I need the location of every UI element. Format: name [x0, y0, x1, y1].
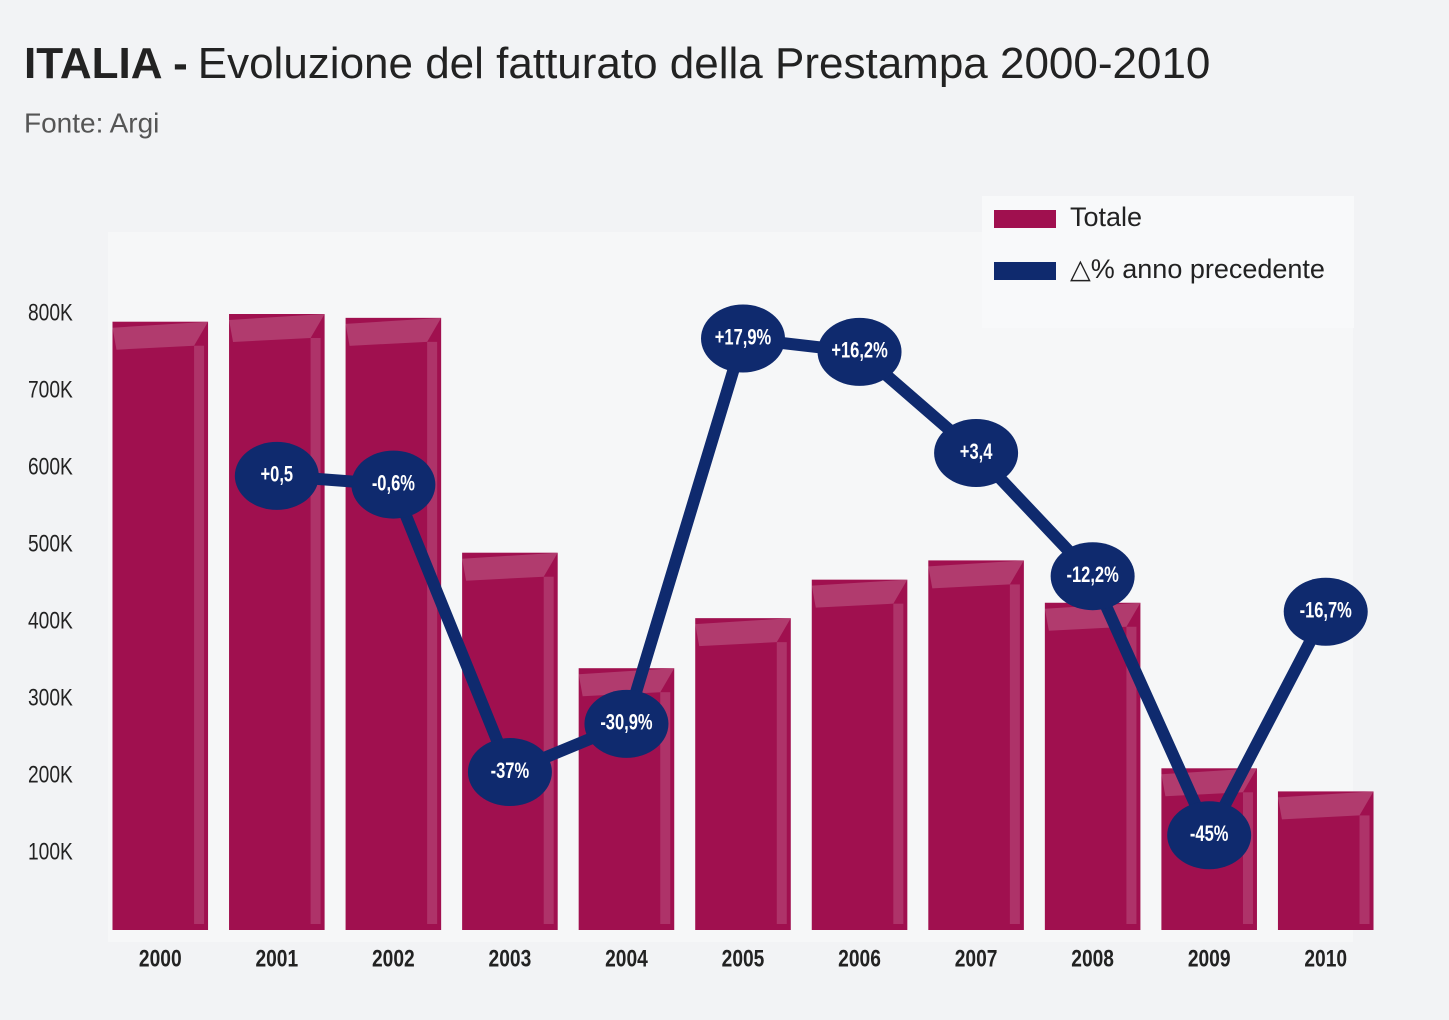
chart-title: ITALIA - Evoluzione del fatturato della P… — [24, 39, 1210, 88]
point-marker — [234, 441, 319, 510]
bar-bevel-side — [1359, 815, 1370, 924]
bar — [1277, 791, 1374, 930]
x-tick-label: 2005 — [722, 944, 765, 972]
bar — [695, 618, 791, 930]
data-label: +3,4 — [960, 440, 993, 465]
y-tick-label: 600K — [28, 452, 73, 480]
bar-bevel-side — [427, 341, 438, 925]
point-marker — [351, 450, 436, 519]
bar-bevel-side — [194, 345, 205, 924]
x-tick-label: 2003 — [489, 944, 532, 972]
x-tick-label: 2001 — [255, 944, 298, 972]
bar-bevel-top — [1277, 791, 1374, 820]
legend-label: △% anno precedente — [1070, 254, 1325, 284]
bar-bevel-top — [578, 668, 675, 697]
x-tick-label: 2010 — [1304, 944, 1347, 972]
bar-bevel-side — [1126, 626, 1137, 924]
line — [276, 332, 1332, 842]
y-tick-label: 400K — [28, 606, 73, 634]
bar-bevel-top — [112, 321, 209, 350]
point-marker — [701, 304, 785, 373]
data-label: +17,9% — [715, 325, 771, 350]
bar — [229, 314, 325, 930]
y-tick-label: 300K — [28, 683, 73, 711]
legend-label: Totale — [1070, 202, 1142, 232]
x-tick-label: 2004 — [605, 944, 648, 972]
bar-bevel-top — [695, 618, 791, 647]
bar — [811, 579, 908, 930]
bar-bevel-top — [928, 560, 1024, 589]
data-label: +0,5 — [261, 462, 294, 487]
data-label: +16,2% — [831, 338, 887, 363]
bar-bevel-side — [893, 603, 904, 924]
data-label: -0,6% — [372, 471, 415, 496]
x-tick-label: 2000 — [139, 944, 182, 972]
x-tick-label: 2006 — [838, 944, 881, 972]
bar-bevel-top — [229, 314, 325, 342]
legend-swatch — [994, 210, 1056, 228]
point-marker — [1050, 542, 1135, 611]
x-tick-label: 2002 — [372, 944, 415, 972]
bar-bevel-side — [660, 692, 671, 924]
x-tick-label: 2009 — [1188, 944, 1231, 972]
title-prefix: ITALIA - — [24, 39, 188, 88]
bar-bevel-top — [462, 552, 558, 581]
data-label: -30,9% — [600, 710, 652, 735]
data-label: -12,2% — [1067, 563, 1119, 588]
y-tick-label: 500K — [28, 529, 73, 557]
point-marker — [467, 738, 552, 807]
bar-bevel-top — [811, 579, 908, 608]
subtitle: Fonte: Argi — [24, 107, 159, 138]
bar — [345, 317, 442, 931]
y-tick-label: 200K — [28, 760, 73, 788]
point-marker — [1167, 801, 1252, 870]
point-marker — [817, 317, 902, 386]
point-marker — [934, 418, 1019, 487]
title-text: Evoluzione del fatturato della Prestampa… — [198, 39, 1211, 88]
y-tick-label: 100K — [28, 837, 73, 865]
data-label: -16,7% — [1300, 598, 1352, 623]
bar-bevel-side — [776, 642, 787, 924]
legend-swatch — [994, 262, 1056, 280]
x-tick-label: 2008 — [1071, 944, 1114, 972]
point-marker — [1283, 577, 1368, 646]
bar-bevel-side — [1242, 792, 1253, 924]
y-tick-label: 800K — [28, 298, 73, 326]
bar-bevel-top — [345, 317, 442, 346]
data-label: -45% — [1190, 822, 1229, 847]
point-marker — [584, 689, 669, 758]
bar-bevel-side — [310, 338, 321, 924]
bar-bevel-side — [1009, 584, 1020, 924]
x-tick-label: 2007 — [955, 944, 998, 972]
data-label: -37% — [491, 759, 530, 784]
bar — [928, 560, 1024, 930]
y-tick-label: 700K — [28, 375, 73, 403]
bar — [112, 321, 209, 930]
